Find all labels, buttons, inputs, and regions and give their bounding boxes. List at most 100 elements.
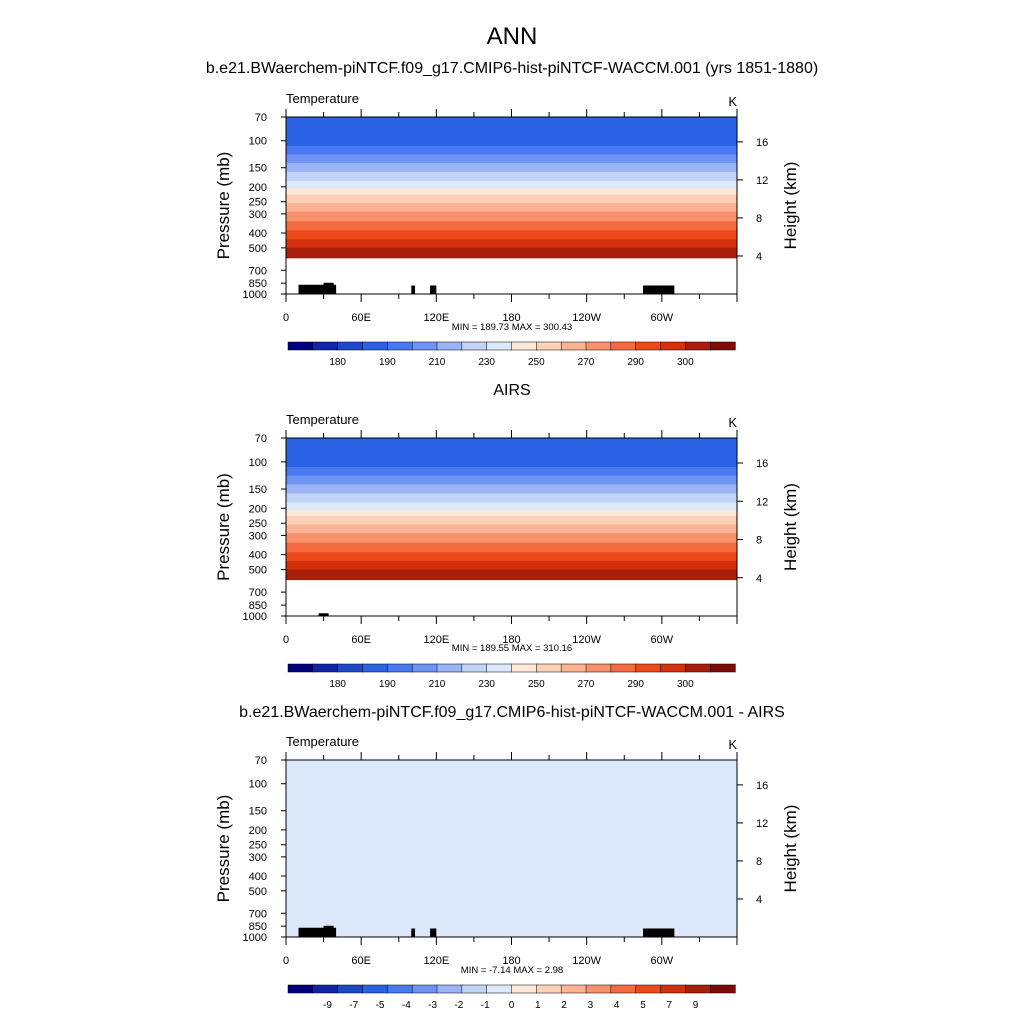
- units-label: K: [728, 94, 737, 109]
- colorbar-box: [337, 663, 364, 673]
- contour-band: [286, 117, 737, 147]
- colorbar-box: [461, 663, 488, 673]
- height-tick-label: 8: [756, 856, 762, 868]
- colorbar-box: [387, 663, 413, 673]
- units-label: K: [728, 415, 737, 430]
- y-tick-label: 1000: [243, 289, 267, 301]
- contour-band: [286, 211, 737, 222]
- x-tick-label: 120W: [572, 634, 601, 646]
- y-tick-label: 70: [255, 112, 267, 124]
- terrain-mask: [298, 927, 337, 937]
- colorbar-label: 290: [627, 679, 644, 690]
- y-tick-label: 250: [249, 840, 267, 852]
- colorbar-box: [387, 984, 413, 994]
- colorbar-label: 4: [614, 1000, 620, 1011]
- y-tick-label: 1000: [243, 932, 267, 944]
- y-tick-label: 700: [249, 265, 267, 277]
- y-tick-label: 700: [249, 908, 267, 920]
- contour-background: [286, 760, 737, 937]
- colorbar-box: [585, 984, 612, 994]
- colorbar-label: 9: [693, 1000, 699, 1011]
- colorbar-box: [660, 341, 686, 351]
- x-tick-label: 120W: [572, 955, 601, 967]
- colorbar-box: [685, 341, 711, 351]
- y-tick-label: 250: [249, 518, 267, 530]
- height-tick-label: 4: [756, 573, 762, 585]
- y-tick-label: 70: [255, 433, 267, 445]
- y-tick-label: 400: [249, 550, 267, 562]
- y-tick-label: 150: [249, 163, 267, 175]
- colorbar-label: 190: [379, 357, 396, 368]
- x-tick-label: 60E: [351, 955, 371, 967]
- height-tick-label: 12: [756, 496, 768, 508]
- colorbar-box: [287, 663, 314, 673]
- contour-band: [286, 163, 737, 173]
- y-axis-label: Pressure (mb): [214, 473, 233, 581]
- colorbar-box: [660, 663, 686, 673]
- contour-band: [286, 569, 737, 581]
- colorbar-box: [287, 984, 314, 994]
- y-tick-label: 200: [249, 825, 267, 837]
- colorbar-label: 270: [578, 679, 595, 690]
- colorbar-box: [511, 341, 537, 351]
- main-title: ANN: [487, 23, 538, 50]
- terrain-mask: [318, 613, 329, 616]
- panel-title: AIRS: [493, 382, 530, 399]
- colorbar-label: 2: [561, 1000, 567, 1011]
- contour-band: [286, 172, 737, 182]
- colorbar-label: 0: [509, 1000, 515, 1011]
- contour-band: [286, 145, 737, 156]
- variable-label: Temperature: [286, 91, 359, 106]
- colorbar-box: [610, 663, 637, 673]
- colorbar-label: -1: [481, 1000, 490, 1011]
- contour-band: [286, 154, 737, 164]
- x-tick-label: 60W: [651, 955, 674, 967]
- colorbar-box: [536, 663, 562, 673]
- x-tick-label: 120W: [572, 312, 601, 324]
- contour-band: [286, 239, 737, 249]
- contour-band: [286, 542, 737, 553]
- colorbar-box: [411, 984, 438, 994]
- x-tick-label: 120E: [423, 955, 449, 967]
- x-tick-label: 60W: [651, 312, 674, 324]
- colorbar-box: [685, 984, 711, 994]
- colorbar-box: [610, 984, 637, 994]
- right-axis-label: Height (km): [781, 483, 800, 571]
- y-tick-label: 100: [249, 779, 267, 791]
- colorbar-label: 250: [528, 679, 545, 690]
- colorbar-box: [461, 984, 488, 994]
- colorbar-box: [312, 984, 339, 994]
- colorbar-label: -9: [323, 1000, 332, 1011]
- height-tick-label: 4: [756, 251, 762, 263]
- contour-band: [286, 180, 737, 190]
- contour-band: [286, 484, 737, 494]
- y-axis-label: Pressure (mb): [214, 152, 233, 260]
- colorbar-box: [362, 341, 388, 351]
- colorbar-box: [486, 341, 513, 351]
- y-tick-label: 200: [249, 182, 267, 194]
- y-axis-label: Pressure (mb): [214, 795, 233, 903]
- colorbar-label: -3: [428, 1000, 437, 1011]
- y-tick-label: 850: [249, 278, 267, 290]
- y-tick-label: 500: [249, 243, 267, 255]
- variable-label: Temperature: [286, 412, 359, 427]
- y-tick-label: 150: [249, 806, 267, 818]
- panel-title: b.e21.BWaerchem-piNTCF.f09_g17.CMIP6-his…: [239, 704, 785, 721]
- colorbar-box: [560, 663, 587, 673]
- colorbar-box: [560, 984, 587, 994]
- colorbar-box: [436, 663, 463, 673]
- panels: b.e21.BWaerchem-piNTCF.f09_g17.CMIP6-his…: [206, 60, 818, 1011]
- colorbar-box: [387, 341, 413, 351]
- terrain-mask: [430, 285, 437, 294]
- colorbar-label: 230: [478, 357, 495, 368]
- colorbar-box: [709, 663, 736, 673]
- contour-band: [286, 221, 737, 232]
- contour-band: [286, 475, 737, 485]
- contour-band: [286, 493, 737, 503]
- y-tick-label: 400: [249, 871, 267, 883]
- contour-band: [286, 524, 737, 534]
- y-tick-label: 100: [249, 457, 267, 469]
- x-tick-label: 60E: [351, 312, 371, 324]
- colorbar-box: [635, 984, 662, 994]
